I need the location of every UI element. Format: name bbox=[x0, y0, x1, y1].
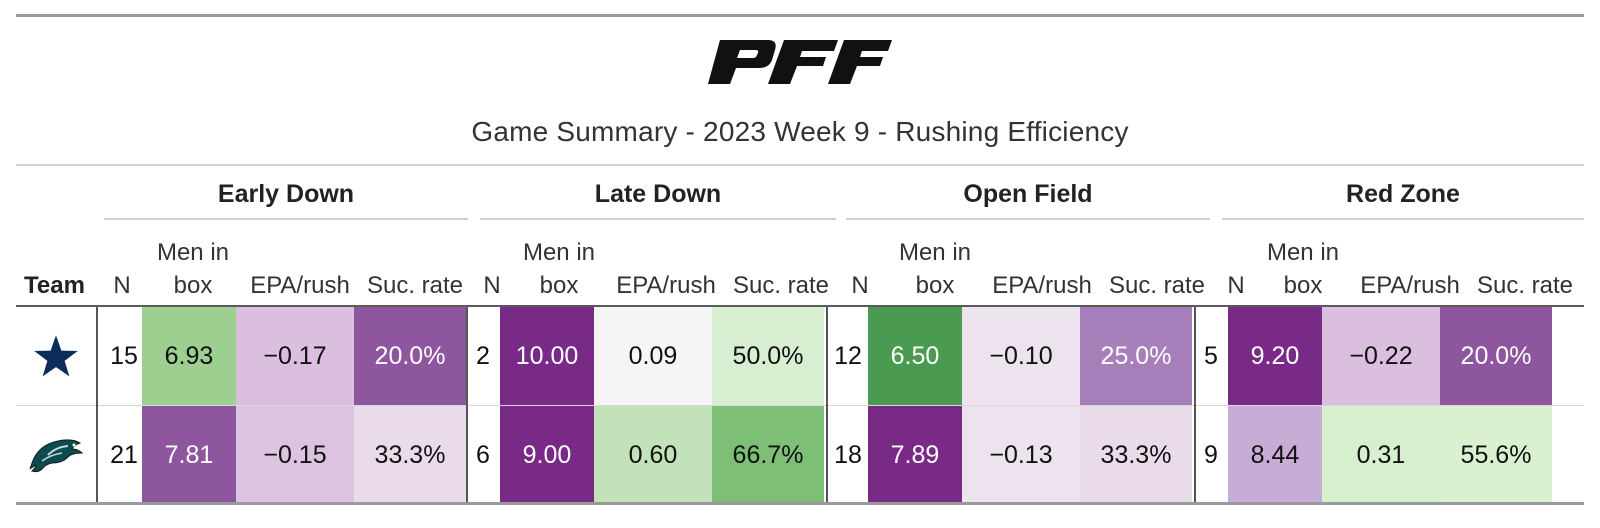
cell-suc-rate: 33.3% bbox=[1080, 406, 1192, 504]
group-divider bbox=[466, 307, 468, 503]
header-bottom-rule bbox=[16, 305, 1584, 307]
col-header-suc-rate[interactable]: Suc. rate bbox=[366, 272, 464, 299]
cell-epa: 0.09 bbox=[594, 307, 712, 405]
col-header-men-in-box[interactable]: Men in box bbox=[145, 232, 241, 302]
cell-men-in-box: 7.81 bbox=[142, 406, 236, 504]
spanner-label: Open Field bbox=[963, 180, 1093, 208]
pff-logo bbox=[708, 40, 892, 84]
table-row: 21 7.81 −0.15 33.3% 6 9.00 0.60 66.7% 18… bbox=[16, 405, 1584, 504]
bottom-rule bbox=[16, 502, 1584, 505]
cell-n: 5 bbox=[1204, 341, 1218, 370]
spanner-rule bbox=[846, 218, 1210, 220]
table-title: Game Summary - 2023 Week 9 - Rushing Eff… bbox=[471, 116, 1129, 147]
col-header-n[interactable]: N bbox=[113, 272, 131, 299]
col-header-epa[interactable]: EPA/rush bbox=[1360, 272, 1460, 299]
spanner-rule bbox=[480, 218, 836, 220]
team-logo-cell bbox=[16, 406, 96, 504]
cell-suc-rate: 20.0% bbox=[1440, 307, 1552, 405]
spanner-label: Early Down bbox=[217, 180, 355, 208]
spanner-label: Late Down bbox=[594, 180, 722, 208]
men-in-box-line1: Men in bbox=[522, 239, 596, 266]
cell-epa: 0.60 bbox=[594, 406, 712, 504]
col-header-team[interactable]: Team bbox=[24, 272, 85, 299]
spanner-early-down: Early Down bbox=[104, 178, 468, 222]
cell-men-in-box: 9.00 bbox=[500, 406, 594, 504]
men-in-box-line2: box bbox=[915, 272, 955, 299]
cell-epa: −0.15 bbox=[236, 406, 354, 504]
cell-epa: 0.31 bbox=[1322, 406, 1440, 504]
cell-suc-rate: 20.0% bbox=[354, 307, 466, 405]
col-header-suc-rate[interactable]: Suc. rate bbox=[732, 272, 830, 299]
eagles-icon bbox=[29, 439, 84, 473]
cell-suc-rate: 66.7% bbox=[712, 406, 824, 504]
cell-men-in-box: 9.20 bbox=[1228, 307, 1322, 405]
spanner-late-down: Late Down bbox=[480, 178, 836, 222]
cell-suc-rate: 50.0% bbox=[712, 307, 824, 405]
cell-suc-rate: 55.6% bbox=[1440, 406, 1552, 504]
col-header-n[interactable]: N bbox=[851, 272, 869, 299]
top-rule bbox=[16, 14, 1584, 17]
cell-men-in-box: 6.93 bbox=[142, 307, 236, 405]
cell-epa: −0.13 bbox=[962, 406, 1080, 504]
col-header-n[interactable]: N bbox=[1227, 272, 1245, 299]
team-logo-cell bbox=[16, 307, 96, 405]
group-divider bbox=[826, 307, 828, 503]
col-header-men-in-box[interactable]: Men in box bbox=[511, 232, 607, 302]
spanner-red-zone: Red Zone bbox=[1222, 178, 1584, 222]
cell-suc-rate: 25.0% bbox=[1080, 307, 1192, 405]
cell-epa: −0.22 bbox=[1322, 307, 1440, 405]
spanner-rule bbox=[1222, 218, 1584, 220]
spanner-rule bbox=[104, 218, 468, 220]
col-header-suc-rate[interactable]: Suc. rate bbox=[1476, 272, 1574, 299]
col-header-n[interactable]: N bbox=[483, 272, 501, 299]
cell-men-in-box: 10.00 bbox=[500, 307, 594, 405]
cell-n: 2 bbox=[476, 341, 490, 370]
col-header-epa[interactable]: EPA/rush bbox=[616, 272, 716, 299]
men-in-box-line1: Men in bbox=[1266, 239, 1340, 266]
men-in-box-line1: Men in bbox=[156, 239, 230, 266]
cell-n: 21 bbox=[110, 440, 138, 469]
cell-men-in-box: 7.89 bbox=[868, 406, 962, 504]
spanner-open-field: Open Field bbox=[846, 178, 1210, 222]
cell-epa: −0.10 bbox=[962, 307, 1080, 405]
men-in-box-line1: Men in bbox=[898, 239, 972, 266]
cowboys-star-icon bbox=[31, 331, 81, 381]
cell-n: 12 bbox=[834, 341, 862, 370]
cell-n: 15 bbox=[110, 341, 138, 370]
men-in-box-line2: box bbox=[173, 272, 213, 299]
cell-men-in-box: 8.44 bbox=[1228, 406, 1322, 504]
cell-men-in-box: 6.50 bbox=[868, 307, 962, 405]
spanner-label: Red Zone bbox=[1346, 180, 1460, 208]
team-column-divider bbox=[96, 307, 98, 503]
col-header-men-in-box[interactable]: Men in box bbox=[1255, 232, 1351, 302]
pff-logo-icon bbox=[708, 40, 892, 84]
col-header-suc-rate[interactable]: Suc. rate bbox=[1108, 272, 1206, 299]
col-header-epa[interactable]: EPA/rush bbox=[250, 272, 350, 299]
col-header-epa[interactable]: EPA/rush bbox=[992, 272, 1092, 299]
table-row: 15 6.93 −0.17 20.0% 2 10.00 0.09 50.0% 1… bbox=[16, 307, 1584, 405]
men-in-box-line2: box bbox=[1283, 272, 1323, 299]
cell-n: 9 bbox=[1204, 440, 1218, 469]
cell-epa: −0.17 bbox=[236, 307, 354, 405]
cell-suc-rate: 33.3% bbox=[354, 406, 466, 504]
cell-n: 18 bbox=[834, 440, 862, 469]
cell-n: 6 bbox=[476, 440, 490, 469]
group-divider bbox=[1194, 307, 1196, 503]
title-rule bbox=[16, 164, 1584, 166]
men-in-box-line2: box bbox=[539, 272, 579, 299]
col-header-men-in-box[interactable]: Men in box bbox=[887, 232, 983, 302]
